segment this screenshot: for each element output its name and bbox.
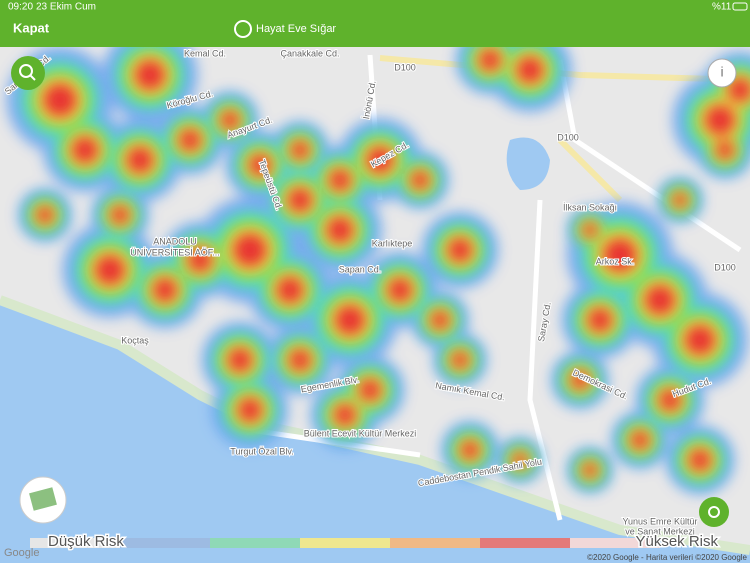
map-label: D100 [394,62,416,72]
map-label: Arkoz Sk. [596,256,635,266]
heat-blob [327,217,353,243]
legend-segment [300,538,390,548]
info-icon: i [720,64,723,80]
heat-blob [603,238,637,272]
heat-blob [288,188,312,212]
legend-segment [390,538,480,548]
heat-blob [673,193,687,207]
heat-blob [277,277,303,303]
heat-blob [359,379,381,401]
heat-blob [135,60,165,90]
heat-blob [583,223,597,237]
heat-blob [448,238,472,262]
map-label: Bülent Ecevit Kültür Merkezi [304,428,417,438]
heat-blob [705,105,735,135]
heat-blob [689,449,711,471]
heat-blob [291,141,309,159]
heat-blob [43,83,77,117]
heat-blob [335,305,365,335]
map-label: Yunus Emre Kültür [622,516,697,526]
heat-blob [329,169,351,191]
status-battery: %11 [712,2,732,13]
google-logo: Google [4,547,39,559]
heat-blob [452,352,469,369]
heat-blob [238,398,262,422]
heat-blob [289,349,311,371]
heat-blob [431,311,449,329]
heat-blob [588,308,612,332]
map-label: Sapan Cd. [339,264,382,274]
legend-segment [120,538,210,548]
heat-blob [111,206,129,224]
map-label: Çanakkale Cd. [280,48,339,58]
heat-blob [95,255,125,285]
legend-segment [480,538,570,548]
map-label: Karlıktepe [372,238,413,248]
heat-blob [461,441,479,459]
legend [30,538,660,548]
map-label: Koçtaş [121,335,149,345]
heat-blob [517,57,543,83]
legend-low: Düşük Risk [48,533,124,550]
heat-blob [411,171,429,189]
status-time: 09:20 [8,2,33,13]
heat-blob [233,233,267,267]
heat-blob [716,141,734,159]
legend-segment [210,538,300,548]
map-label: ANADOLU [153,236,197,246]
map-label: ÜNİVERSİTESİ AÖF... [130,247,220,257]
heat-blob [334,404,356,426]
heat-blob [685,325,715,355]
legend-high: Yüksek Risk [635,533,718,550]
search-button[interactable] [11,56,45,90]
heat-blob [228,348,252,372]
close-button[interactable]: Kapat [13,20,50,35]
heat-blob [72,137,98,163]
heat-blob [583,463,597,477]
top-bar [0,0,750,47]
heat-blob [153,278,177,302]
heat-blob [645,285,675,315]
map-label: Turgut Özal Blv. [230,446,294,456]
heat-blob [37,207,54,224]
map-label: İlksan Sokağı [563,202,617,212]
heat-blob [479,49,501,71]
heat-blob [127,147,153,173]
status-date: 23 Ekim Cum [36,2,96,13]
map-label: Kemal Cd. [184,48,226,58]
copyright: ©2020 Google - Harita verileri ©2020 Goo… [587,553,747,562]
heat-blob [179,129,201,151]
nav-title: Hayat Eve Sığar [256,23,336,35]
map-label: D100 [557,132,579,142]
locate-button[interactable] [699,497,729,527]
map-label: D100 [714,262,736,272]
heat-blob [631,431,649,449]
heat-blob [388,278,412,302]
